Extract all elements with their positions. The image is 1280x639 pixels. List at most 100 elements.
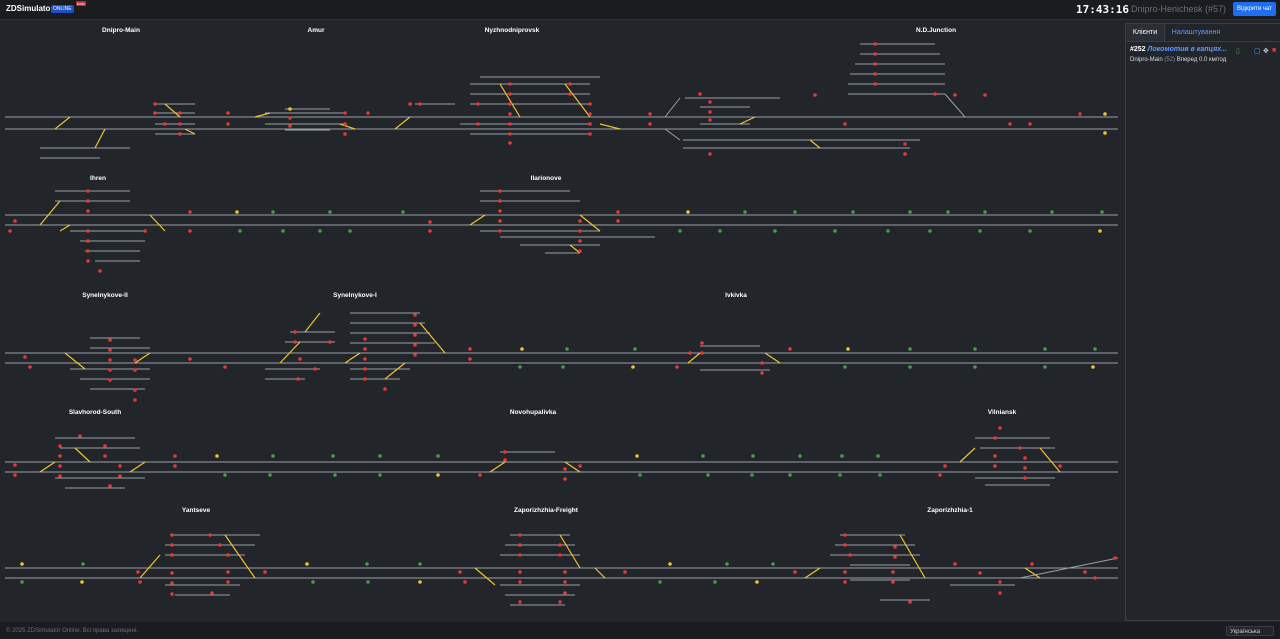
signal-light[interactable] [993, 454, 997, 458]
signal-light[interactable] [458, 570, 462, 574]
signal-light[interactable] [793, 210, 797, 214]
signal-light[interactable] [178, 111, 182, 115]
signal-light[interactable] [1113, 556, 1117, 560]
signal-light[interactable] [668, 562, 672, 566]
signal-light[interactable] [813, 93, 817, 97]
signal-light[interactable] [108, 378, 112, 382]
signal-light[interactable] [908, 347, 912, 351]
signal-light[interactable] [188, 229, 192, 233]
signal-light[interactable] [700, 341, 704, 345]
signal-light[interactable] [700, 351, 704, 355]
move-icon[interactable]: ✥ [1263, 48, 1269, 55]
signal-light[interactable] [13, 219, 17, 223]
signal-light[interactable] [698, 92, 702, 96]
signal-light[interactable] [558, 543, 562, 547]
signal-light[interactable] [413, 323, 417, 327]
signal-light[interactable] [983, 93, 987, 97]
signal-light[interactable] [103, 444, 107, 448]
signal-light[interactable] [518, 580, 522, 584]
signal-light[interactable] [476, 122, 480, 126]
signal-light[interactable] [518, 570, 522, 574]
signal-light[interactable] [518, 543, 522, 547]
signal-light[interactable] [293, 340, 297, 344]
signal-light[interactable] [1050, 210, 1054, 214]
signal-light[interactable] [750, 473, 754, 477]
signal-light[interactable] [468, 357, 472, 361]
signal-light[interactable] [793, 570, 797, 574]
signal-light[interactable] [188, 210, 192, 214]
signal-light[interactable] [210, 591, 214, 595]
signal-light[interactable] [170, 581, 174, 585]
signal-light[interactable] [708, 152, 712, 156]
signal-light[interactable] [943, 464, 947, 468]
signal-light[interactable] [508, 102, 512, 106]
signal-light[interactable] [851, 210, 855, 214]
signal-light[interactable] [558, 553, 562, 557]
signal-light[interactable] [226, 122, 230, 126]
signal-light[interactable] [508, 112, 512, 116]
signal-light[interactable] [843, 533, 847, 537]
signal-light[interactable] [578, 239, 582, 243]
signal-light[interactable] [933, 92, 937, 96]
signal-light[interactable] [928, 229, 932, 233]
tab-settings[interactable]: Налаштування [1171, 29, 1221, 36]
signal-light[interactable] [588, 122, 592, 126]
signal-light[interactable] [20, 562, 24, 566]
signal-light[interactable] [973, 347, 977, 351]
signal-light[interactable] [13, 463, 17, 467]
signal-light[interactable] [133, 368, 137, 372]
signal-light[interactable] [218, 543, 222, 547]
signal-light[interactable] [86, 239, 90, 243]
signal-light[interactable] [568, 92, 572, 96]
signal-light[interactable] [998, 580, 1002, 584]
signal-light[interactable] [876, 454, 880, 458]
signal-light[interactable] [363, 347, 367, 351]
signal-light[interactable] [648, 112, 652, 116]
signal-light[interactable] [136, 570, 140, 574]
signal-light[interactable] [983, 210, 987, 214]
signal-light[interactable] [893, 555, 897, 559]
signal-light[interactable] [178, 122, 182, 126]
signal-light[interactable] [903, 152, 907, 156]
signal-light[interactable] [418, 102, 422, 106]
signal-light[interactable] [363, 377, 367, 381]
signal-light[interactable] [708, 118, 712, 122]
signal-light[interactable] [428, 229, 432, 233]
signal-light[interactable] [366, 111, 370, 115]
signal-light[interactable] [170, 571, 174, 575]
signal-light[interactable] [238, 229, 242, 233]
signal-light[interactable] [268, 473, 272, 477]
signal-light[interactable] [953, 562, 957, 566]
signal-light[interactable] [153, 102, 157, 106]
signal-light[interactable] [428, 220, 432, 224]
signal-light[interactable] [848, 553, 852, 557]
signal-light[interactable] [143, 229, 147, 233]
signal-light[interactable] [223, 365, 227, 369]
signal-light[interactable] [563, 591, 567, 595]
signal-light[interactable] [518, 533, 522, 537]
signal-light[interactable] [328, 340, 332, 344]
signal-light[interactable] [616, 210, 620, 214]
signal-light[interactable] [788, 473, 792, 477]
signal-light[interactable] [908, 600, 912, 604]
signal-light[interactable] [973, 365, 977, 369]
signal-light[interactable] [170, 533, 174, 537]
signal-light[interactable] [413, 313, 417, 317]
signal-light[interactable] [305, 562, 309, 566]
signal-light[interactable] [281, 229, 285, 233]
signal-light[interactable] [163, 122, 167, 126]
signal-light[interactable] [718, 229, 722, 233]
signal-light[interactable] [561, 365, 565, 369]
signal-light[interactable] [843, 365, 847, 369]
signal-light[interactable] [328, 210, 332, 214]
signal-light[interactable] [288, 116, 292, 120]
signal-light[interactable] [1008, 122, 1012, 126]
signal-light[interactable] [978, 229, 982, 233]
signal-light[interactable] [235, 210, 239, 214]
signal-light[interactable] [998, 591, 1002, 595]
signal-light[interactable] [688, 351, 692, 355]
signal-light[interactable] [8, 229, 12, 233]
signal-light[interactable] [518, 365, 522, 369]
signal-light[interactable] [508, 132, 512, 136]
signal-light[interactable] [623, 570, 627, 574]
